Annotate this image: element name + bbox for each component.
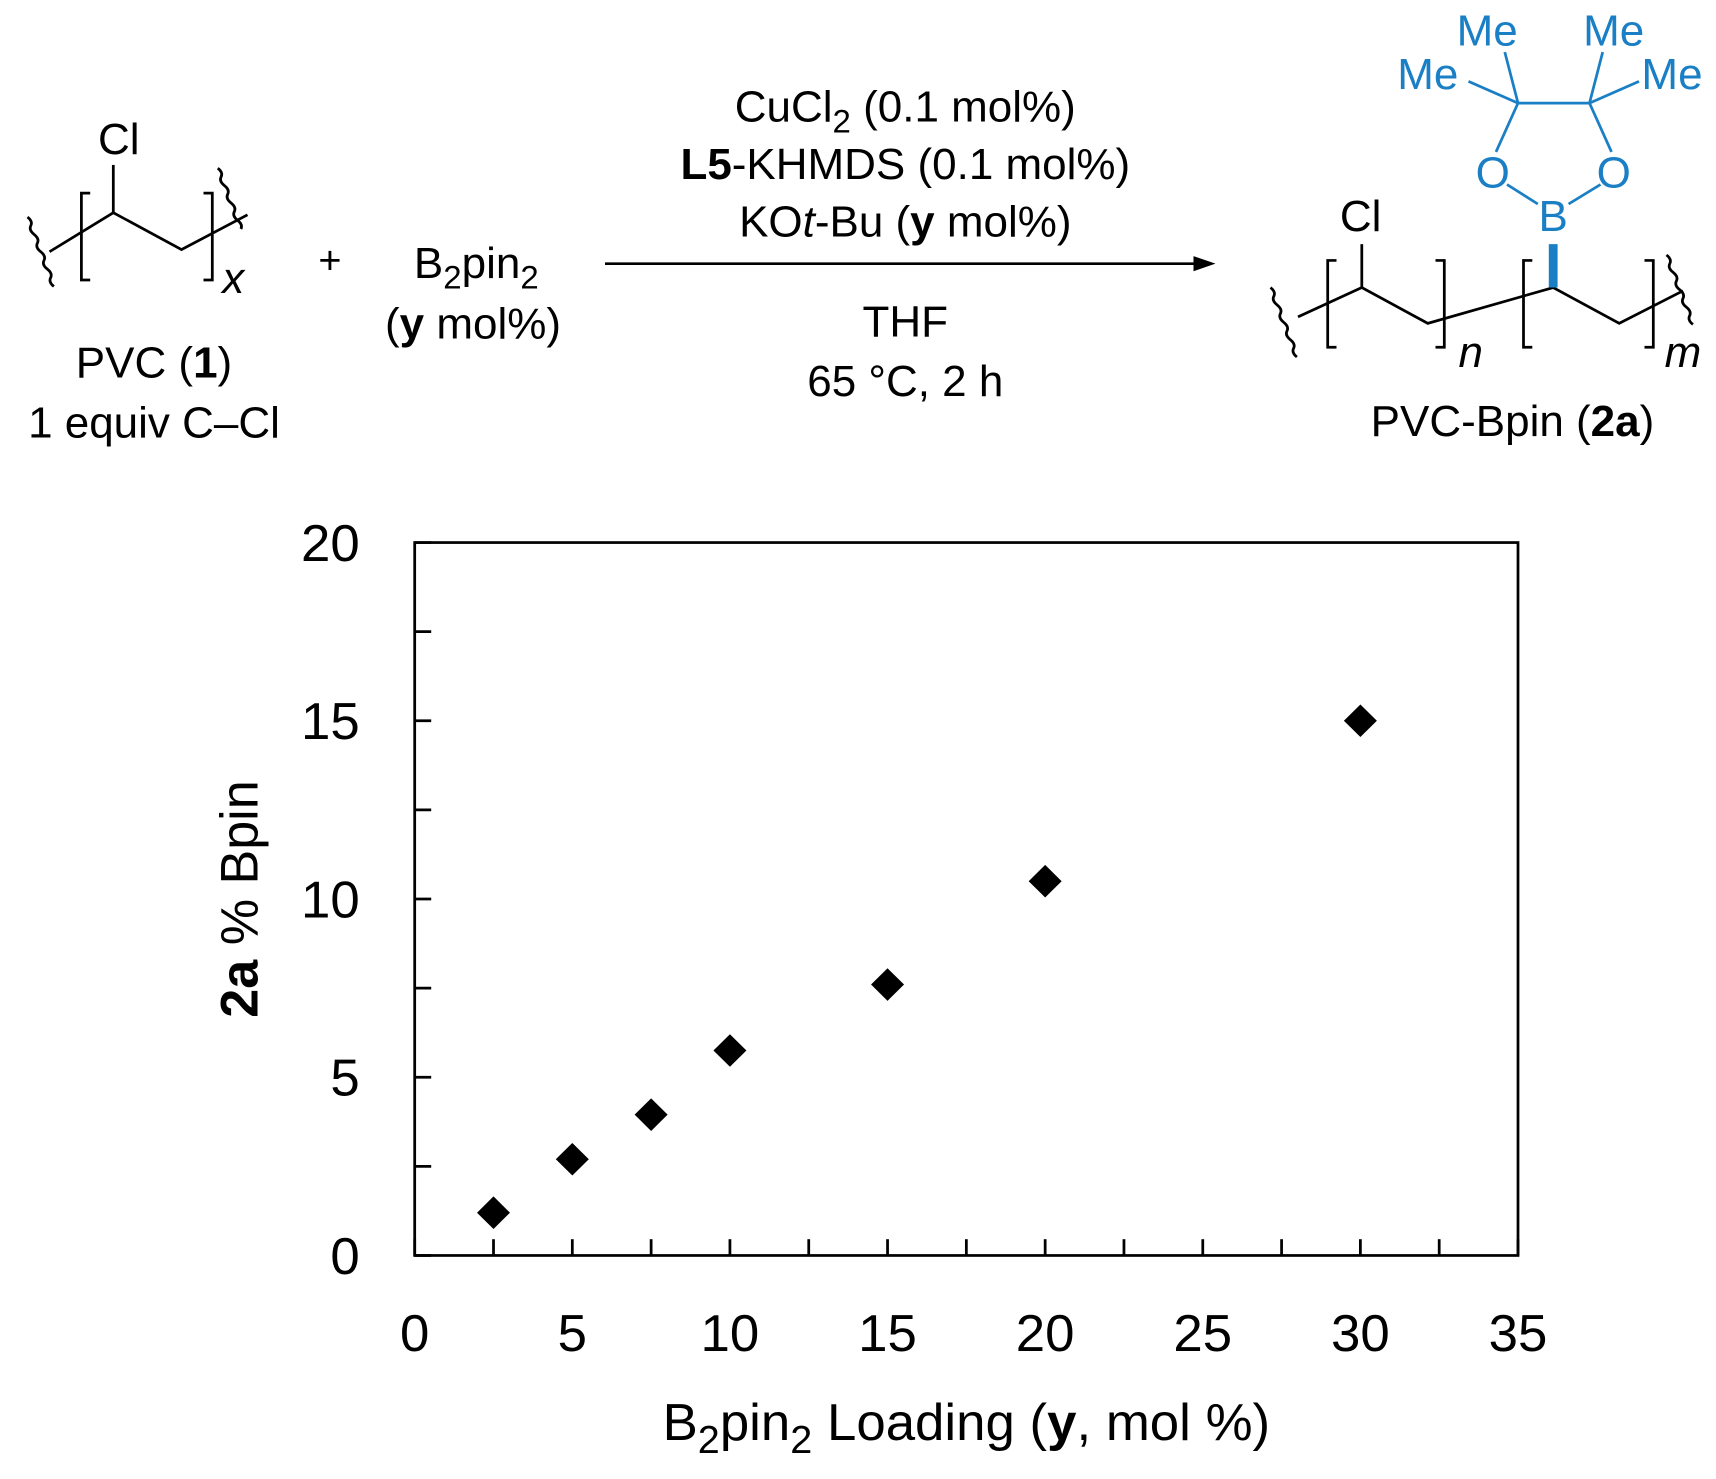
text-segment: , mol %) — [1077, 1394, 1271, 1452]
text-segment: -KHMDS (0.1 mol%) — [732, 140, 1130, 189]
scheme-label: O — [1597, 149, 1631, 198]
text-segment: 1 equiv C–Cl — [28, 399, 280, 448]
scheme-label: n — [1458, 328, 1482, 377]
text-segment: PVC-Bpin ( — [1371, 397, 1591, 446]
text-segment: + — [318, 239, 341, 283]
text-segment: 2 — [520, 259, 538, 296]
scheme-label: (y mol%) — [385, 300, 561, 349]
text-segment: ) — [218, 339, 233, 388]
text-segment: Me — [1641, 50, 1702, 99]
scheme-label: THF — [863, 298, 948, 347]
text-segment: B — [414, 239, 443, 288]
text-segment: t — [803, 198, 817, 247]
scheme-label: Me — [1641, 50, 1702, 99]
text-segment: PVC ( — [76, 339, 194, 388]
text-segment: pin — [720, 1394, 790, 1452]
scheme-label: 1 equiv C–Cl — [28, 399, 280, 448]
scheme-label: Me — [1397, 50, 1458, 99]
reaction-arrow — [605, 256, 1216, 272]
text-segment: mol%) — [424, 300, 561, 349]
text-segment: y — [910, 198, 935, 247]
text-segment: 2 — [698, 1418, 720, 1462]
scheme-label: PVC (1) — [76, 339, 232, 388]
scheme-label: m — [1665, 328, 1702, 377]
x-tick-label: 20 — [1016, 1305, 1075, 1363]
text-segment: pin — [462, 239, 521, 288]
text-segment: 1 — [193, 339, 217, 388]
text-segment: Loading ( — [812, 1394, 1047, 1452]
scheme-label: x — [220, 254, 246, 303]
text-segment: Me — [1583, 7, 1644, 56]
scheme-label: L5-KHMDS (0.1 mol%) — [680, 140, 1130, 189]
x-tick-label: 30 — [1331, 1305, 1390, 1363]
text-segment: (0.1 mol%) — [851, 83, 1076, 132]
text-segment: ) — [1640, 397, 1655, 446]
text-segment: O — [1597, 149, 1631, 198]
x-tick-label: 0 — [400, 1305, 429, 1363]
scheme-label: B2pin2 — [414, 239, 539, 296]
text-segment: 2 — [833, 103, 851, 140]
scheme-label: Me — [1583, 7, 1644, 56]
scheme-label: 65 °C, 2 h — [807, 357, 1003, 406]
data-point — [555, 1142, 589, 1176]
x-axis-title: B2pin2 Loading (y, mol %) — [663, 1394, 1271, 1462]
scheme-label: PVC-Bpin (2a) — [1371, 397, 1655, 446]
scheme-label: KOt-Bu (y mol%) — [739, 198, 1071, 247]
text-segment: B — [663, 1394, 698, 1452]
x-tick-label: 5 — [558, 1305, 587, 1363]
data-point — [871, 968, 905, 1001]
x-tick-label: 10 — [701, 1305, 760, 1363]
y-tick-label: 0 — [330, 1228, 359, 1286]
text-segment: n — [1458, 328, 1482, 377]
scheme-label: Me — [1457, 7, 1518, 56]
text-segment: Cl — [1340, 192, 1382, 241]
plot-frame — [413, 541, 1520, 1257]
text-segment: CuCl — [735, 83, 833, 132]
text-segment: -Bu ( — [815, 198, 911, 247]
text-segment: Me — [1397, 50, 1458, 99]
data-point — [477, 1196, 511, 1229]
text-segment: L5 — [680, 140, 731, 189]
text-segment: 65 °C, 2 h — [807, 357, 1003, 406]
data-point — [634, 1098, 668, 1131]
x-tick-label: 35 — [1489, 1305, 1548, 1363]
text-segment: Cl — [98, 115, 140, 164]
text-segment: O — [1476, 149, 1510, 198]
text-segment: % Bpin — [211, 780, 269, 959]
product-structure — [1269, 51, 1694, 359]
text-segment: mol%) — [935, 198, 1072, 247]
text-segment: x — [220, 254, 246, 303]
text-segment: 2 — [443, 259, 461, 296]
data-point — [713, 1034, 747, 1067]
x-tick-label: 15 — [858, 1305, 917, 1363]
scheme-label: B — [1539, 192, 1568, 241]
x-tick-label: 25 — [1173, 1305, 1232, 1363]
data-point — [1028, 864, 1062, 898]
text-segment: y — [400, 300, 425, 349]
text-segment: ( — [385, 300, 400, 349]
text-segment: B — [1539, 192, 1568, 241]
data-point — [1343, 704, 1377, 738]
y-tick-label: 15 — [301, 694, 360, 752]
scheme-label: + — [318, 239, 341, 283]
text-segment: KO — [739, 198, 803, 247]
y-tick-label: 10 — [301, 872, 360, 930]
text-segment: y — [1047, 1394, 1076, 1452]
text-segment: Me — [1457, 7, 1518, 56]
text-segment: 2a — [211, 959, 269, 1018]
text-segment: 2 — [790, 1418, 812, 1462]
text-segment: m — [1665, 328, 1702, 377]
scheme-label: Cl — [98, 115, 140, 164]
y-tick-label: 20 — [301, 515, 360, 573]
text-segment: THF — [863, 298, 948, 347]
scheme-label: Cl — [1340, 192, 1382, 241]
pvc-structure — [26, 164, 249, 288]
y-axis-title: 2a % Bpin — [211, 780, 269, 1017]
scheme-label: CuCl2 (0.1 mol%) — [735, 83, 1076, 140]
scheme-label: O — [1476, 149, 1510, 198]
text-segment: 2a — [1591, 397, 1641, 446]
y-tick-label: 5 — [330, 1050, 359, 1108]
